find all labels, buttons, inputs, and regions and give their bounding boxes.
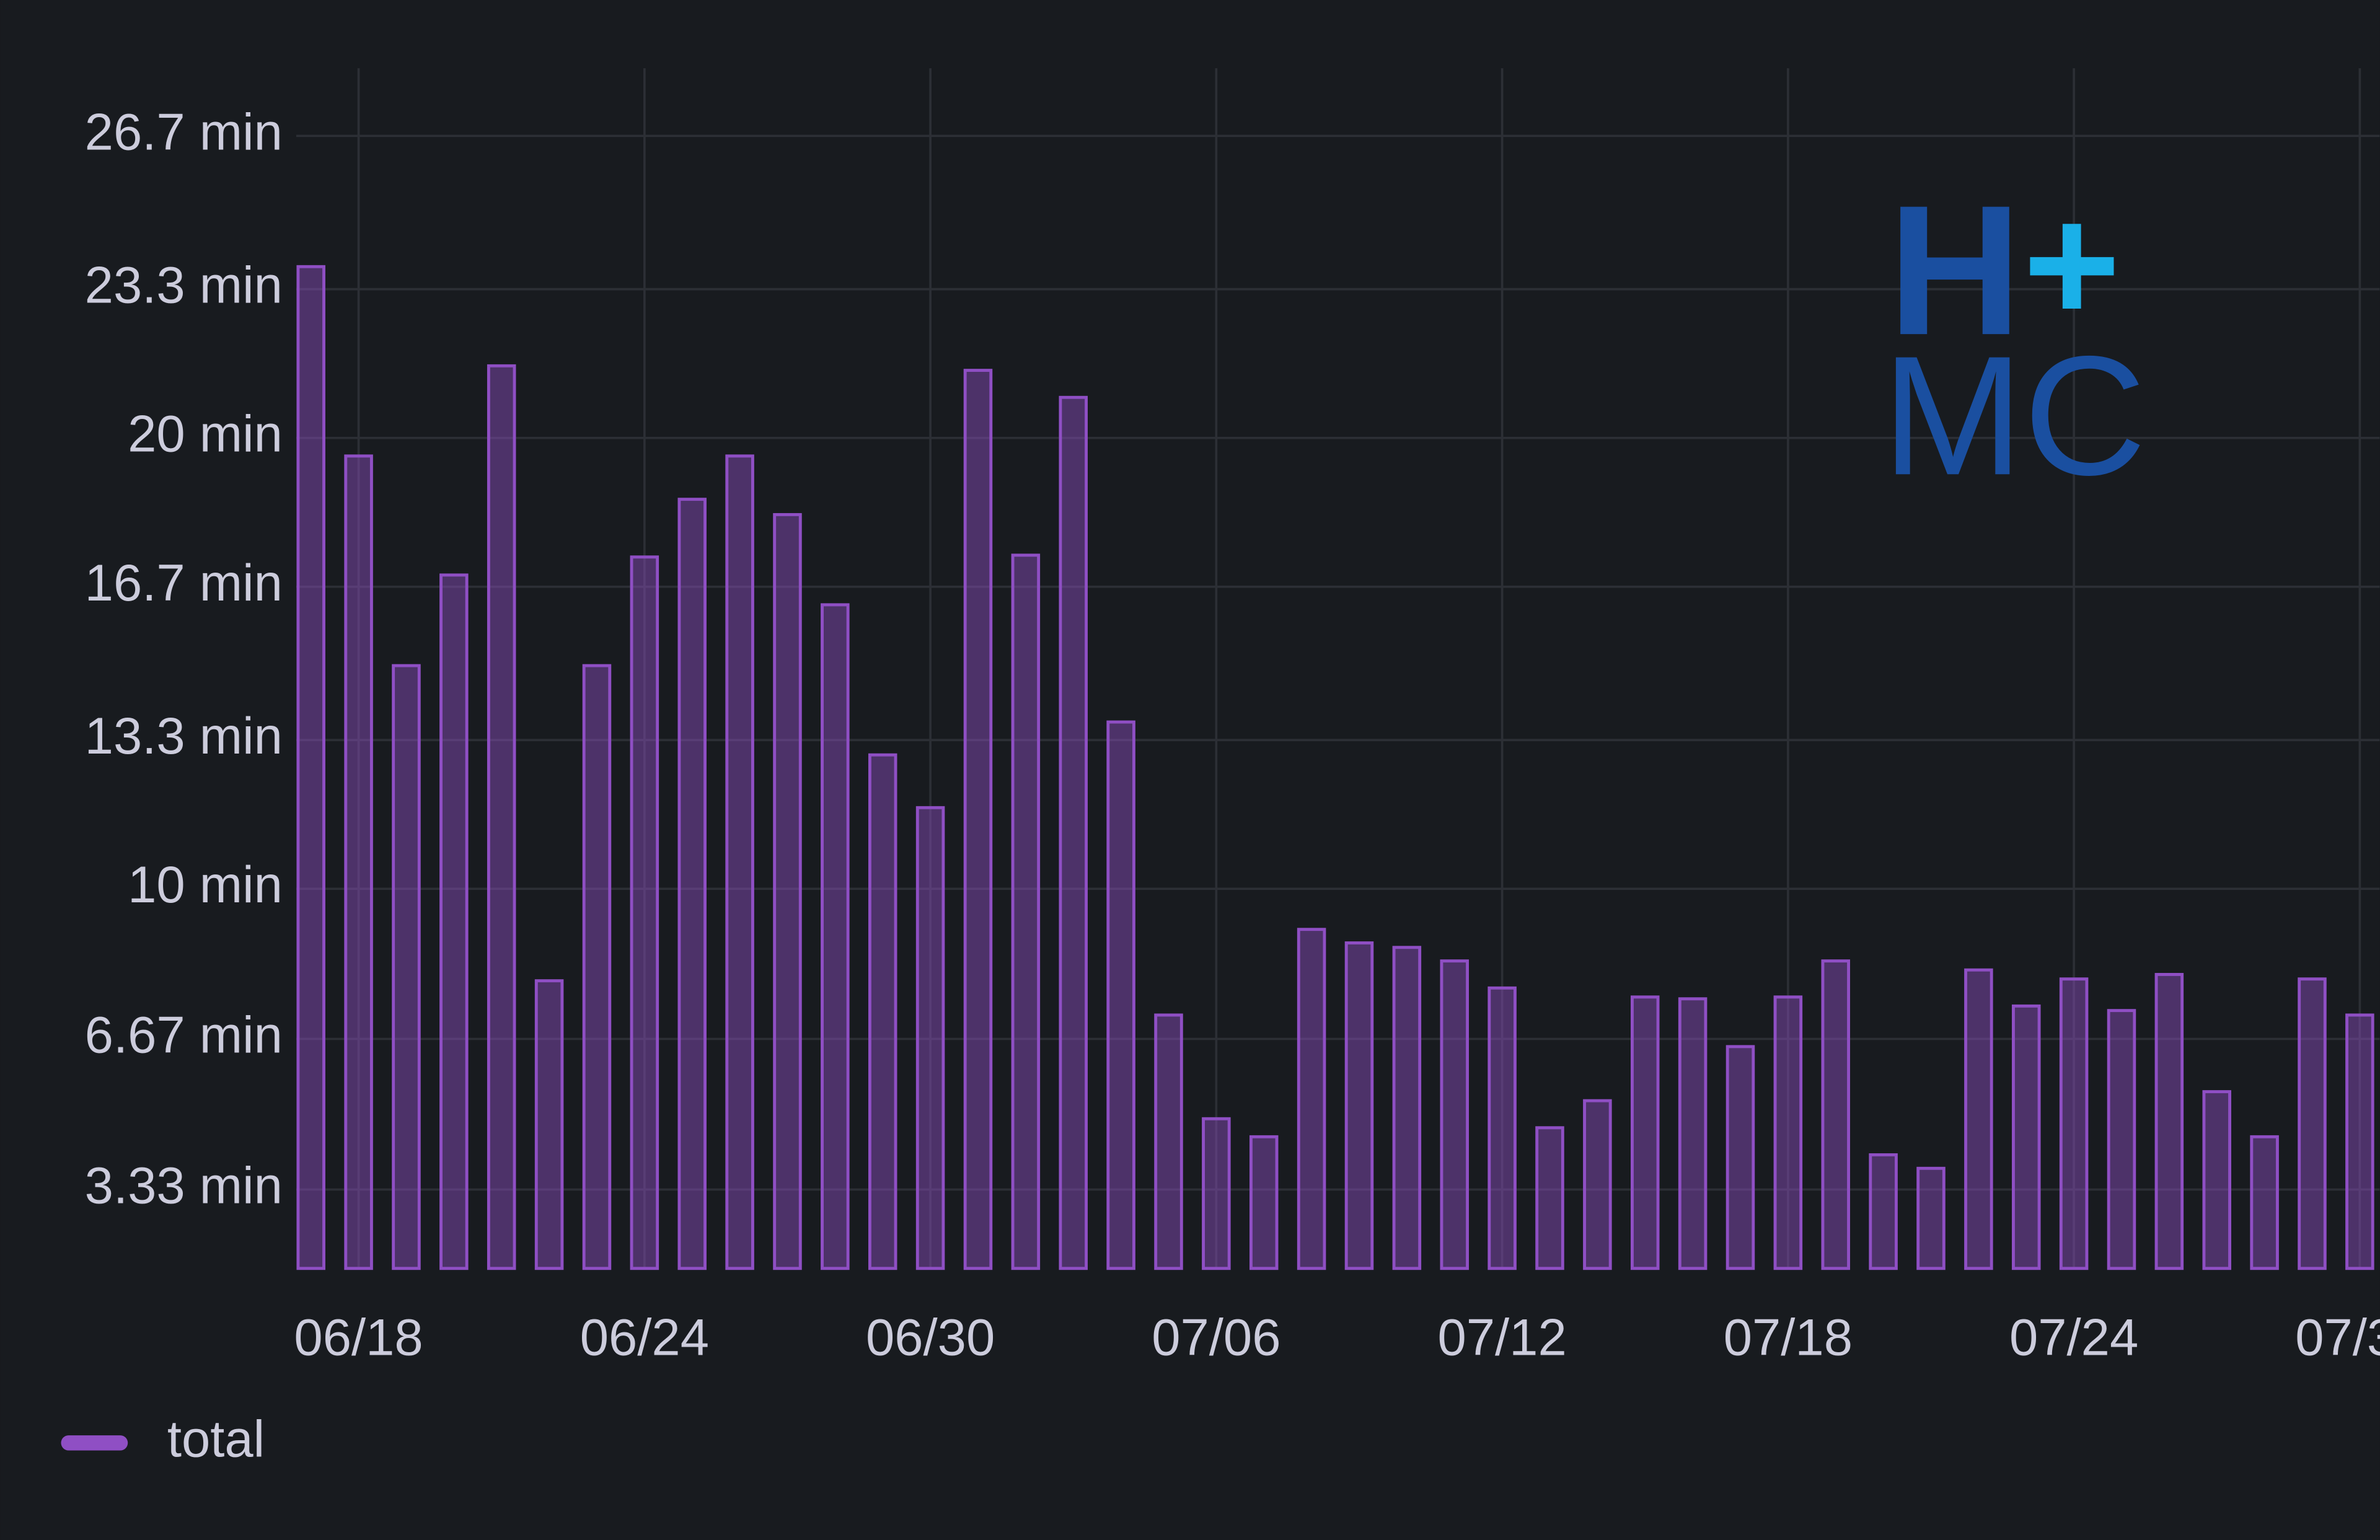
bar — [963, 369, 993, 1270]
bar — [344, 454, 373, 1270]
x-tick-label: 07/24 — [2009, 1308, 2138, 1366]
bar — [773, 513, 802, 1270]
logo-mc: MC — [1882, 321, 2146, 511]
bar — [439, 573, 469, 1270]
x-tick-label: 07/18 — [1724, 1308, 1853, 1366]
x-tick-label: 07/30 — [2295, 1308, 2380, 1366]
bar — [1440, 959, 1469, 1270]
bar — [1964, 968, 1993, 1270]
bar — [1630, 995, 1660, 1270]
bar — [2059, 977, 2089, 1270]
bar — [534, 979, 564, 1270]
x-tick-label: 06/24 — [580, 1308, 709, 1366]
bar — [1249, 1135, 1279, 1270]
bar — [1297, 928, 1326, 1270]
bar — [1392, 946, 1422, 1270]
bar — [821, 603, 850, 1270]
bar — [582, 664, 612, 1270]
bar — [2298, 977, 2327, 1270]
y-tick-label: 6.67 min — [85, 1006, 283, 1063]
bar — [2250, 1135, 2279, 1270]
bar — [1344, 941, 1374, 1270]
logo-h: H — [1888, 167, 2022, 374]
bar — [677, 498, 707, 1270]
bar — [1059, 395, 1088, 1270]
bar — [1535, 1126, 1564, 1270]
bar — [1202, 1117, 1231, 1270]
y-tick-label: 3.33 min — [85, 1156, 283, 1214]
legend-label: total — [167, 1410, 265, 1467]
bar — [2154, 972, 2184, 1270]
x-tick-label: 07/12 — [1437, 1308, 1566, 1366]
logo: H + MC — [1882, 167, 2146, 511]
bar — [868, 753, 897, 1270]
bar — [1011, 553, 1041, 1270]
y-tick-label: 13.3 min — [85, 707, 283, 765]
bar — [392, 664, 421, 1270]
bar — [2107, 1009, 2136, 1270]
y-tick-label: 10 min — [128, 856, 283, 913]
bar — [2011, 1004, 2041, 1270]
bar — [2345, 1013, 2374, 1270]
bar — [1869, 1153, 1898, 1270]
y-tick-label: 20 min — [128, 405, 283, 463]
bar — [296, 265, 325, 1270]
bar — [1106, 720, 1135, 1270]
bar — [1488, 986, 1517, 1270]
bar — [725, 454, 754, 1270]
y-tick-label: 23.3 min — [85, 257, 283, 314]
bar — [1821, 959, 1850, 1270]
y-tick-label: 16.7 min — [85, 554, 283, 612]
bar — [915, 806, 945, 1270]
bar — [1773, 995, 1803, 1270]
bar — [1726, 1045, 1755, 1270]
bar — [1583, 1099, 1612, 1270]
y-tick-label: 26.7 min — [85, 103, 283, 161]
bar — [1916, 1166, 1946, 1270]
legend-swatch — [61, 1435, 128, 1451]
x-tick-label: 07/06 — [1152, 1308, 1280, 1366]
bar — [1678, 997, 1708, 1270]
logo-plus: + — [2023, 171, 2120, 358]
bar — [487, 364, 516, 1270]
bar — [1154, 1013, 1183, 1270]
bar — [630, 555, 659, 1270]
x-tick-label: 06/18 — [294, 1308, 423, 1366]
bar — [2202, 1090, 2232, 1270]
x-tick-label: 06/30 — [866, 1308, 995, 1366]
